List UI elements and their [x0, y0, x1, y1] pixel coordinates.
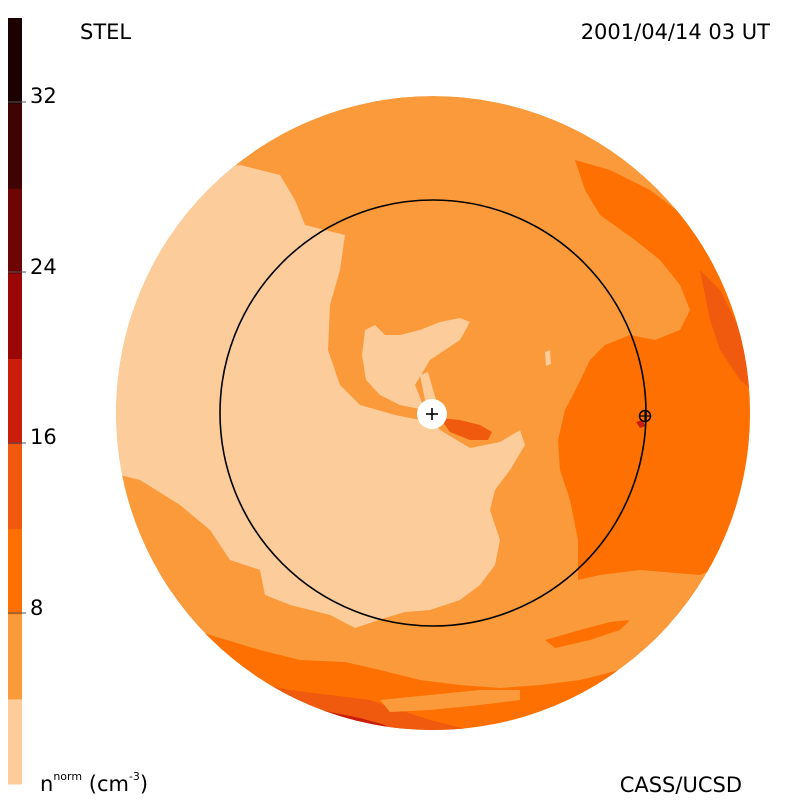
colorbar-tick-label: 16 — [30, 425, 57, 449]
colorbar-segment — [8, 358, 22, 445]
density-disk — [116, 96, 750, 730]
colorbar-segment — [8, 698, 22, 785]
medium-density-patch — [116, 470, 355, 640]
higher-density-band-south — [240, 680, 520, 730]
colorbar-segment — [8, 613, 22, 700]
colorbar-segment — [8, 18, 22, 104]
colorbar-segment — [8, 443, 22, 530]
high-density-streak — [545, 620, 630, 648]
higher-density-patch-east — [700, 270, 750, 390]
colorbar-segment — [8, 188, 22, 274]
unit-superscript: norm — [53, 770, 83, 783]
colorbar-segment — [8, 103, 22, 189]
unit-exponent: -3 — [128, 770, 140, 783]
colorbar-segment — [8, 273, 22, 359]
unit-symbol: n — [40, 772, 54, 796]
density-feature-earth — [636, 420, 646, 428]
earth-marker — [638, 409, 652, 423]
colorbar-tick-label: 24 — [30, 255, 57, 279]
low-density-wisp-2 — [545, 350, 551, 366]
sun-marker — [417, 399, 447, 429]
colorbar-unit-label: nnorm (cm-3) — [40, 771, 149, 796]
colorbar — [8, 18, 26, 785]
colorbar-tick-label: 8 — [30, 596, 44, 620]
unit-close: ) — [139, 772, 149, 796]
colorbar-tick-label: 32 — [30, 84, 57, 108]
earth-orbit-circle — [219, 199, 647, 627]
unit-text: (cm — [88, 772, 129, 796]
medium-density-streak-rim — [380, 690, 520, 712]
observatory-label: STEL — [80, 20, 132, 44]
density-feature-center — [440, 418, 492, 440]
high-density-band-east — [558, 160, 750, 580]
credit-label: CASS/UCSD — [619, 773, 742, 797]
colorbar-segment — [8, 528, 22, 615]
low-density-region — [116, 165, 525, 628]
timestamp-label: 2001/04/14 03 UT — [580, 20, 770, 44]
low-density-tongue — [362, 318, 470, 410]
